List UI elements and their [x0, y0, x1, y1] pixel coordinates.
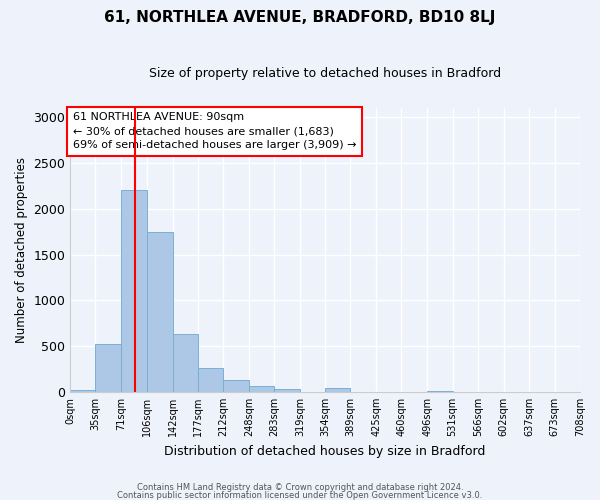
Bar	[198, 368, 223, 392]
Text: 61 NORTHLEA AVENUE: 90sqm
← 30% of detached houses are smaller (1,683)
69% of se: 61 NORTHLEA AVENUE: 90sqm ← 30% of detac…	[73, 112, 356, 150]
Bar	[274, 389, 300, 392]
Title: Size of property relative to detached houses in Bradford: Size of property relative to detached ho…	[149, 68, 501, 80]
X-axis label: Distribution of detached houses by size in Bradford: Distribution of detached houses by size …	[164, 444, 486, 458]
Text: 61, NORTHLEA AVENUE, BRADFORD, BD10 8LJ: 61, NORTHLEA AVENUE, BRADFORD, BD10 8LJ	[104, 10, 496, 25]
Bar	[146, 232, 173, 392]
Bar	[249, 386, 274, 392]
Bar	[173, 334, 198, 392]
Text: Contains HM Land Registry data © Crown copyright and database right 2024.: Contains HM Land Registry data © Crown c…	[137, 484, 463, 492]
Text: Contains public sector information licensed under the Open Government Licence v3: Contains public sector information licen…	[118, 490, 482, 500]
Bar	[70, 390, 95, 392]
Bar	[325, 388, 350, 392]
Bar	[427, 390, 452, 392]
Bar	[121, 190, 146, 392]
Bar	[223, 380, 249, 392]
Bar	[95, 344, 121, 392]
Y-axis label: Number of detached properties: Number of detached properties	[15, 157, 28, 343]
